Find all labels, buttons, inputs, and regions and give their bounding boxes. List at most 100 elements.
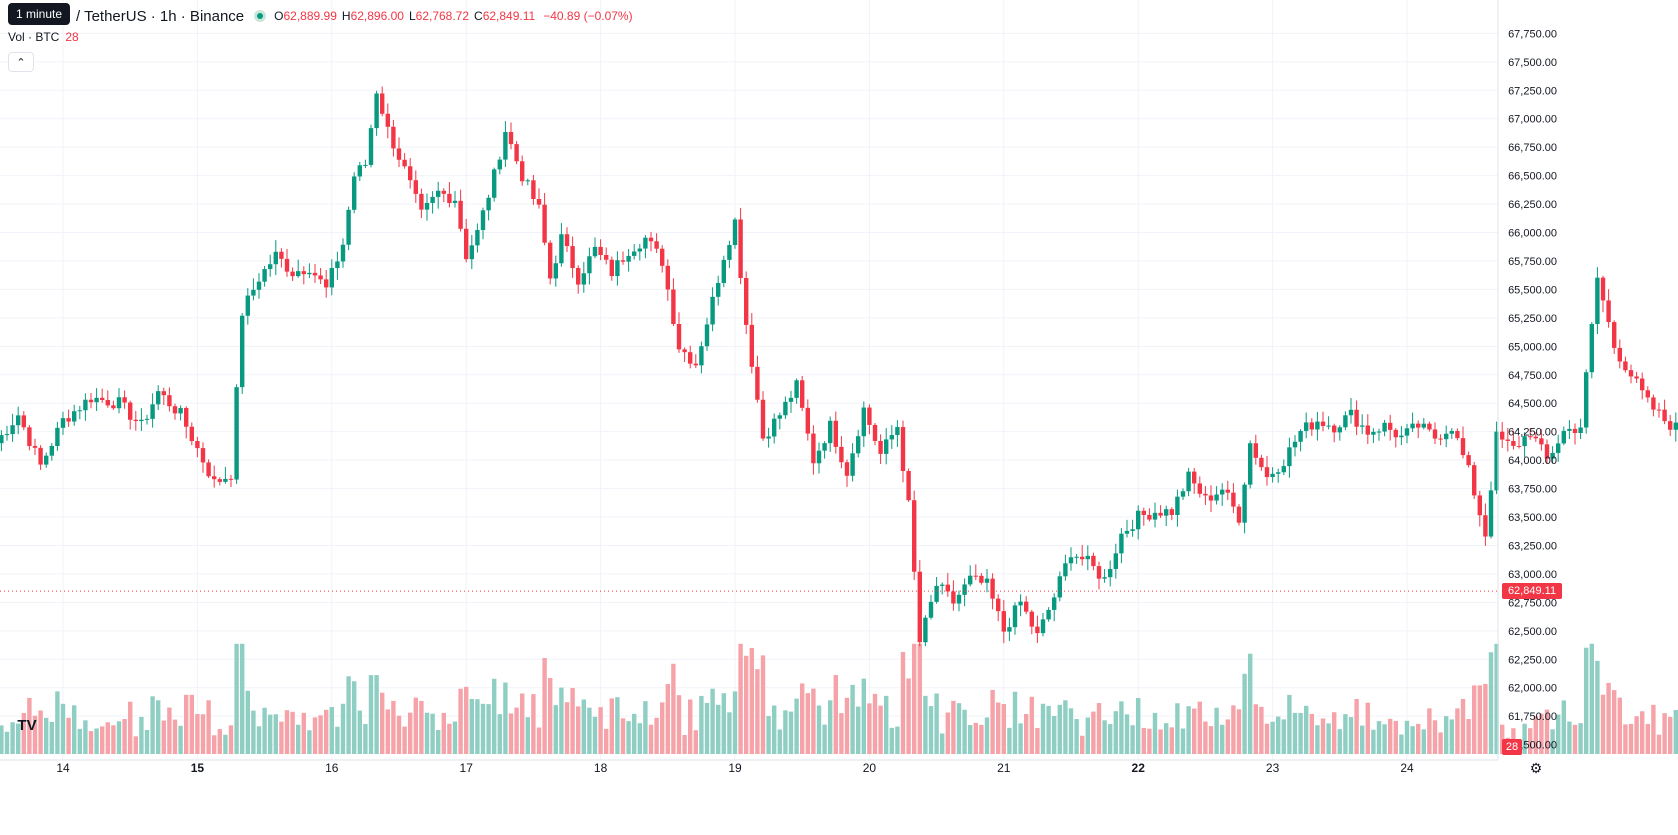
volume-bar: [1276, 716, 1281, 754]
candle-body: [374, 93, 379, 129]
candle-body: [962, 584, 967, 595]
volume-bar: [536, 727, 542, 754]
candle-body: [1628, 370, 1634, 377]
candle-body: [469, 245, 474, 260]
candle-body: [867, 407, 872, 425]
candle-body: [385, 113, 390, 127]
candle-body: [346, 209, 351, 245]
candle-body: [1488, 490, 1494, 537]
candle-body: [1024, 601, 1029, 612]
candle-body: [128, 402, 133, 420]
volume-bar: [1544, 709, 1550, 754]
candle-body: [1645, 390, 1650, 398]
candle-body: [732, 219, 738, 246]
candle-body: [1298, 430, 1303, 442]
volume-bar: [156, 700, 161, 754]
candle-body: [1012, 605, 1018, 628]
candle-body: [167, 395, 172, 407]
volume-bar: [1186, 706, 1191, 754]
volume-bar: [419, 700, 424, 754]
candle-body: [1259, 457, 1264, 468]
candle-body: [900, 427, 906, 471]
volume-bar: [1242, 673, 1247, 754]
candle-body: [452, 200, 458, 203]
volume-bar: [1292, 712, 1298, 754]
candle-body: [38, 447, 43, 465]
candle-body: [245, 295, 250, 316]
candle-body: [721, 259, 726, 284]
tradingview-logo[interactable]: TV: [17, 716, 37, 734]
candle-body: [1668, 421, 1673, 430]
candle-body: [1500, 431, 1505, 440]
volume-bar: [279, 721, 284, 754]
symbol-title[interactable]: / TetherUS · 1h · Binance: [76, 7, 245, 25]
candle-body: [682, 349, 687, 353]
volume-bar: [1449, 719, 1454, 754]
candle-body: [1208, 495, 1214, 501]
candle-body: [340, 244, 346, 262]
candle-body: [525, 180, 530, 182]
candle-body: [262, 269, 267, 282]
volume-bar: [1528, 728, 1533, 754]
volume-bar: [1460, 698, 1466, 754]
last-volume-label: 28: [1502, 739, 1522, 755]
volume-bar: [1208, 726, 1214, 754]
candle-body: [688, 352, 693, 364]
candle-body: [1556, 443, 1561, 453]
candle-body: [794, 380, 799, 398]
volume-bar: [1007, 727, 1012, 754]
volume-bar: [469, 698, 474, 754]
candle-body: [1035, 626, 1040, 634]
volume-bar: [811, 688, 816, 754]
candle-body: [604, 254, 609, 260]
volume-bar: [340, 703, 346, 754]
collapse-legend-button[interactable]: ⌃: [8, 52, 34, 72]
volume-bar: [772, 705, 777, 754]
volume-bar: [945, 712, 950, 754]
candle-body: [1578, 427, 1583, 434]
settings-gear-icon[interactable]: ⚙: [1529, 759, 1543, 776]
candle-body: [436, 190, 441, 197]
volume-bar: [178, 725, 183, 754]
volume-bar: [777, 729, 782, 754]
volume-bar: [1096, 703, 1102, 754]
candle-body: [1505, 439, 1510, 441]
volume-bar: [654, 717, 659, 754]
candle-body: [1427, 423, 1432, 430]
volume-bar: [1029, 696, 1034, 754]
candle-body: [200, 448, 206, 463]
candle-body: [1315, 421, 1320, 430]
chevron-up-icon: ⌃: [16, 56, 26, 69]
volume-bar: [1068, 708, 1074, 754]
candle-body: [951, 591, 956, 604]
volume-bar: [413, 697, 418, 754]
volume-bar: [1578, 723, 1583, 754]
volume-bar: [374, 675, 379, 754]
volume-bar: [100, 726, 105, 754]
volume-bar: [486, 704, 491, 754]
price-tick-label: 64,000.00: [1508, 455, 1557, 467]
volume-bar: [805, 693, 810, 754]
candle-body: [1550, 452, 1555, 459]
candle-body: [760, 399, 766, 439]
volume-bar: [312, 717, 318, 754]
candle-body: [704, 324, 710, 347]
volume-bar: [609, 698, 614, 754]
volume-bar: [1668, 716, 1673, 754]
candle-body: [1141, 510, 1146, 515]
candle-body: [1511, 440, 1516, 446]
candle-body: [1231, 492, 1236, 507]
volume-bar: [1584, 647, 1589, 754]
volume-bar: [581, 699, 586, 754]
candle-body: [49, 445, 54, 456]
market-status-icon[interactable]: [254, 10, 267, 22]
volume-bar: [1315, 725, 1320, 754]
volume-bar: [637, 723, 642, 754]
volume-bar: [956, 703, 962, 754]
candle-body: [1337, 427, 1342, 433]
candle-body: [27, 427, 32, 446]
candle-body: [1623, 361, 1628, 371]
volume-bar: [307, 730, 312, 754]
volume-bar: [671, 663, 676, 754]
